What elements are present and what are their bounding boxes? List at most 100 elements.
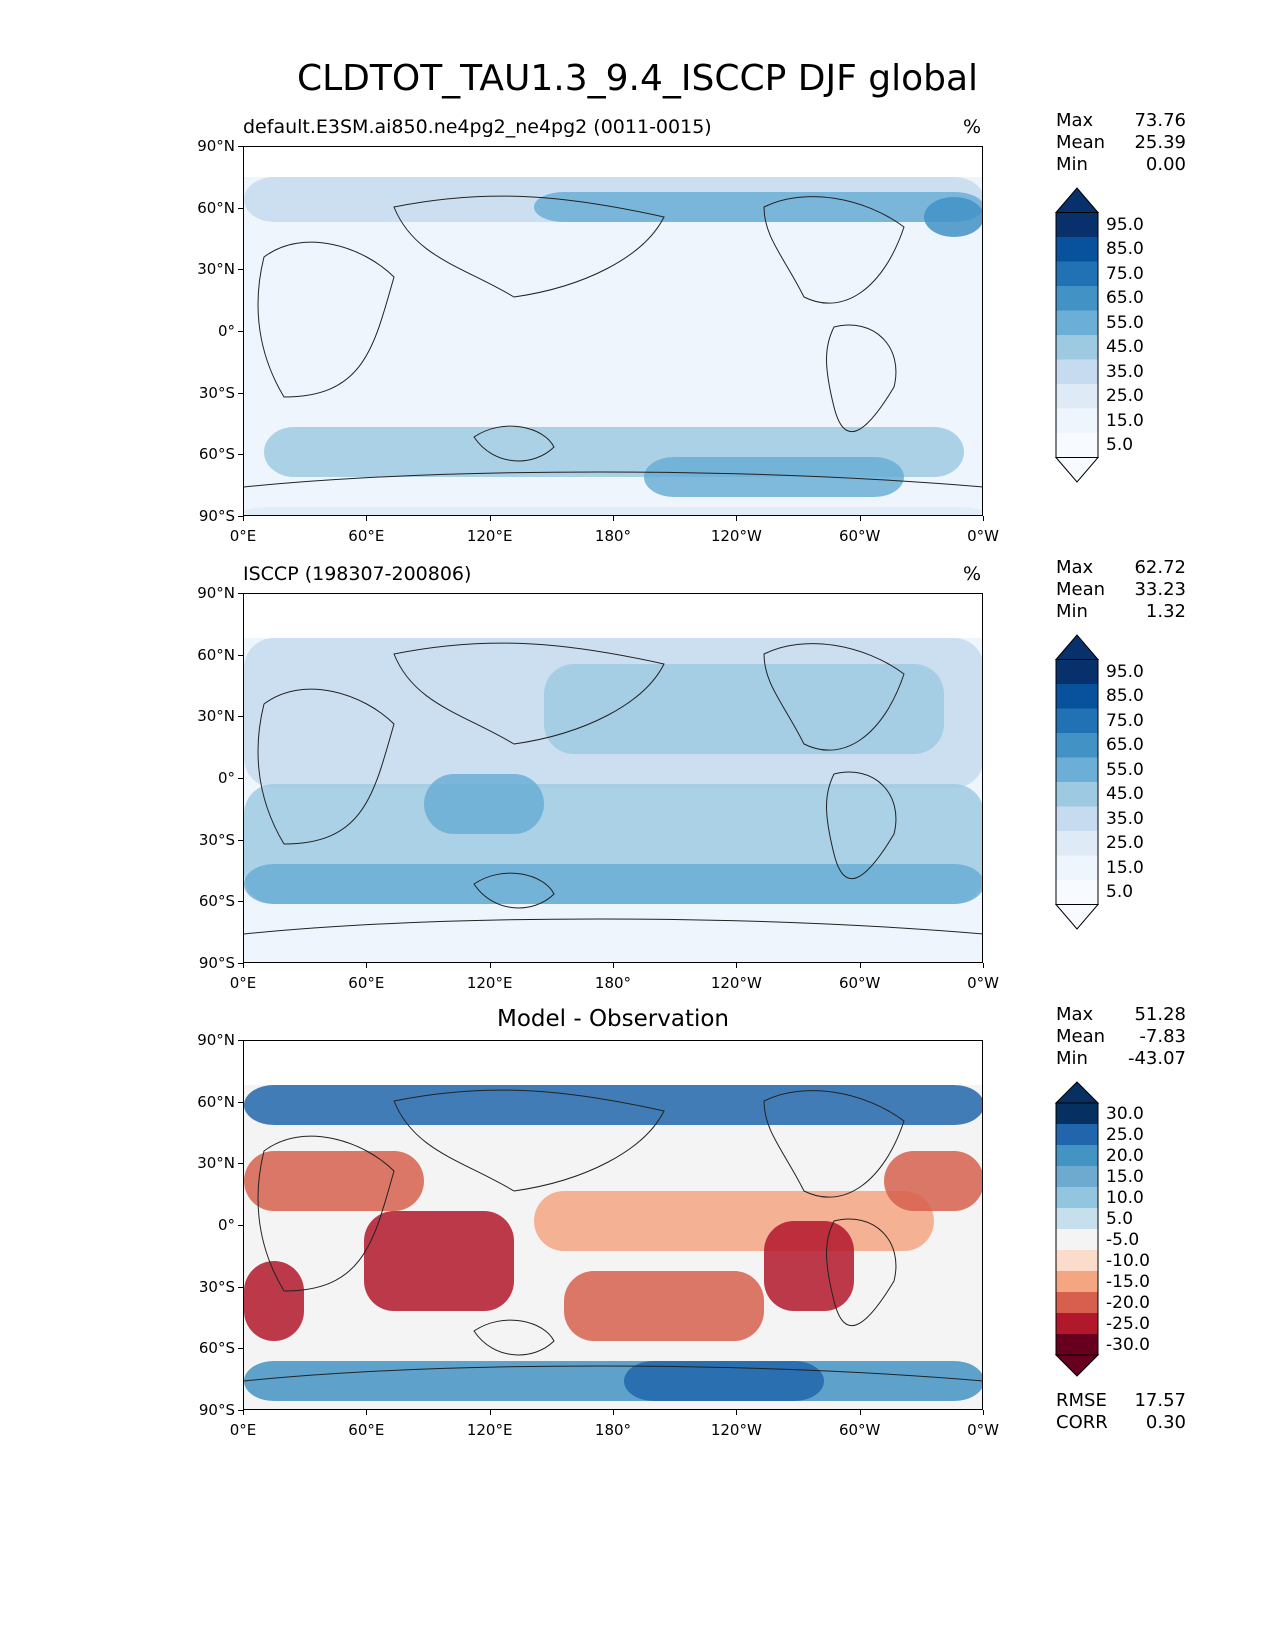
colorbar-tick-label: -5.0 (1106, 1229, 1140, 1250)
y-tick-label: 60°S (198, 445, 235, 464)
field-contour (624, 1361, 824, 1401)
colorbar-tick-label: 85.0 (1106, 239, 1144, 260)
colorbar-swatch (1056, 1271, 1098, 1293)
metric-row: CORR 0.30 (1056, 1412, 1186, 1434)
colorbar-tick-label: 45.0 (1106, 784, 1144, 805)
colorbar-extend-top (1054, 187, 1100, 213)
x-tick-label: 180° (594, 1421, 632, 1439)
colorbar-outline (1055, 659, 1099, 905)
y-tick-label: 60°S (198, 892, 235, 911)
colorbar-tick-label: 20.0 (1106, 1145, 1144, 1166)
coastline (473, 425, 555, 462)
x-tick-mark (366, 963, 368, 968)
field-contour (544, 664, 944, 754)
y-tick-label: 0° (217, 769, 235, 787)
colorbar-svg (1054, 187, 1100, 483)
y-tick-label: 90°S (198, 1401, 235, 1419)
colorbar-tick-label: -10.0 (1106, 1250, 1150, 1271)
x-tick-mark (366, 516, 368, 521)
y-tick-mark (238, 146, 243, 147)
colorbar-extend-bottom (1054, 457, 1100, 483)
colorbar-swatch (1056, 1334, 1098, 1356)
stat-label: Mean (1056, 1026, 1106, 1047)
field-contour (364, 1211, 514, 1311)
field-contour (244, 1085, 982, 1125)
colorbar-swatch (1056, 684, 1098, 709)
colorbar-tick-label: 85.0 (1106, 686, 1144, 707)
metric-value: 0.30 (1145, 1412, 1186, 1433)
x-tick-label: 0°E (229, 1421, 257, 1439)
colorbar-swatch (1056, 384, 1098, 409)
y-tick-mark (238, 716, 243, 718)
units-label: % (963, 563, 982, 585)
x-tick-mark (366, 1410, 368, 1415)
field-contour (244, 1261, 304, 1341)
y-tick-mark (238, 454, 243, 456)
colorbar-tick-label: 65.0 (1106, 288, 1144, 309)
coastline (393, 195, 665, 298)
stat-value: -43.07 (1127, 1048, 1186, 1069)
field-contour (244, 924, 982, 962)
colorbar-tick-label: 65.0 (1106, 735, 1144, 756)
metric-label: RMSE (1056, 1390, 1107, 1411)
field-contour (244, 864, 982, 904)
coastline (763, 643, 905, 751)
x-tick-mark (243, 1410, 244, 1415)
colorbar-extend-top (1054, 634, 1100, 660)
x-tick-label: 120°E (466, 974, 513, 992)
coastline (393, 1089, 665, 1192)
colorbar-swatch (1056, 1250, 1098, 1272)
y-tick-mark (238, 963, 243, 964)
panel-title: Model - Observation (496, 1006, 730, 1032)
colorbar-swatch (1056, 1229, 1098, 1251)
colorbar-swatch (1056, 855, 1098, 881)
map-plot (243, 146, 983, 516)
colorbar (1054, 634, 1100, 930)
y-tick-mark (238, 1040, 243, 1041)
y-tick-label: 30°S (198, 383, 235, 402)
colorbar-tick-label: 5.0 (1106, 1208, 1134, 1229)
field-contour (534, 192, 982, 222)
colorbar-tick-label: 15.0 (1106, 1166, 1144, 1187)
y-tick-label: 30°N (197, 260, 235, 279)
map-field (244, 147, 982, 515)
colorbar (1054, 1081, 1100, 1377)
x-tick-mark (859, 1410, 861, 1415)
metric-label: CORR (1056, 1412, 1108, 1433)
y-tick-mark (238, 1410, 243, 1411)
y-tick-label: 30°S (198, 830, 235, 849)
x-tick-mark (736, 1410, 738, 1415)
colorbar-tick-label: 35.0 (1106, 361, 1144, 382)
units-label: % (963, 116, 982, 138)
coastline (393, 642, 665, 745)
y-tick-mark (238, 516, 243, 517)
stat-row: Max 73.76 (1056, 110, 1186, 132)
colorbar-swatch (1056, 1208, 1098, 1230)
field-contour (244, 1151, 424, 1211)
x-tick-label: 120°W (710, 974, 762, 992)
colorbar-swatch (1056, 1292, 1098, 1314)
x-tick-label: 60°E (348, 974, 385, 992)
coastline (473, 872, 555, 909)
colorbar-outline (1055, 1102, 1099, 1356)
coastline (257, 241, 395, 398)
coastline (244, 1365, 982, 1382)
x-tick-label: 180° (594, 974, 632, 992)
colorbar-swatch (1056, 831, 1098, 856)
colorbar-tick-label: 95.0 (1106, 214, 1144, 235)
metric-value: 17.57 (1134, 1390, 1186, 1411)
x-tick-label: 120°E (466, 1421, 513, 1439)
coastline (244, 471, 982, 488)
x-tick-label: 0°W (967, 1421, 999, 1439)
colorbar-swatch (1056, 433, 1098, 458)
field-contour (424, 774, 544, 834)
stat-row: Mean 25.39 (1056, 132, 1186, 154)
stat-row: Max 51.28 (1056, 1004, 1186, 1026)
stat-value: 0.00 (1145, 154, 1186, 175)
colorbar-tick-label: 35.0 (1106, 808, 1144, 829)
y-tick-mark (238, 1163, 243, 1165)
x-tick-label: 120°E (466, 527, 513, 545)
y-tick-label: 30°N (197, 1154, 235, 1173)
colorbar-swatch (1056, 1124, 1098, 1146)
x-tick-mark (613, 963, 614, 968)
